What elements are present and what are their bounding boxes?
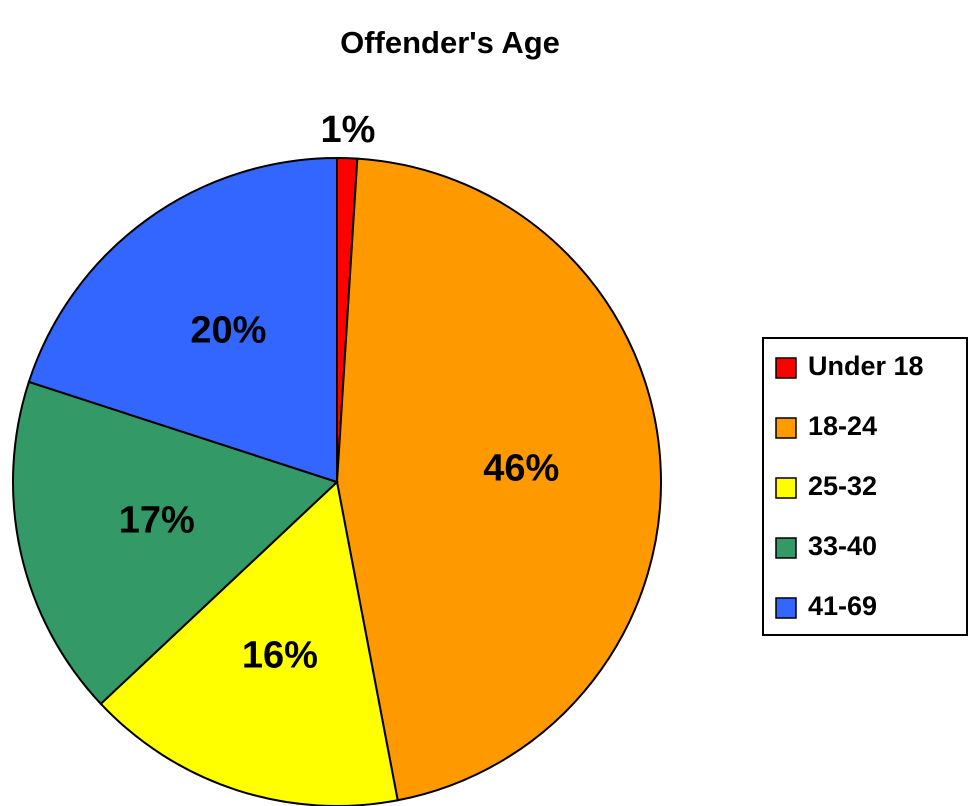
legend-swatch xyxy=(775,477,797,499)
legend-label: 41-69 xyxy=(808,591,877,621)
legend-label: 25-32 xyxy=(808,471,877,501)
legend-label: 18-24 xyxy=(808,411,877,441)
pie-slice xyxy=(335,157,662,802)
chart-title: Offender's Age xyxy=(340,25,560,60)
data-label: 17% xyxy=(119,499,195,541)
data-label: 1% xyxy=(321,109,376,151)
pie-slice xyxy=(99,480,399,806)
legend-swatch xyxy=(775,417,797,439)
legend-swatch xyxy=(775,357,797,379)
legend-swatch xyxy=(775,537,797,559)
legend-label: Under 18 xyxy=(808,351,924,381)
data-label: 46% xyxy=(483,447,559,489)
legend-box xyxy=(762,337,968,636)
legend-swatch xyxy=(775,597,797,619)
pie-slice xyxy=(12,380,339,706)
pie-slice xyxy=(27,156,338,484)
legend-label: 33-40 xyxy=(808,531,877,561)
data-label: 20% xyxy=(190,310,266,352)
data-label: 16% xyxy=(242,635,318,677)
